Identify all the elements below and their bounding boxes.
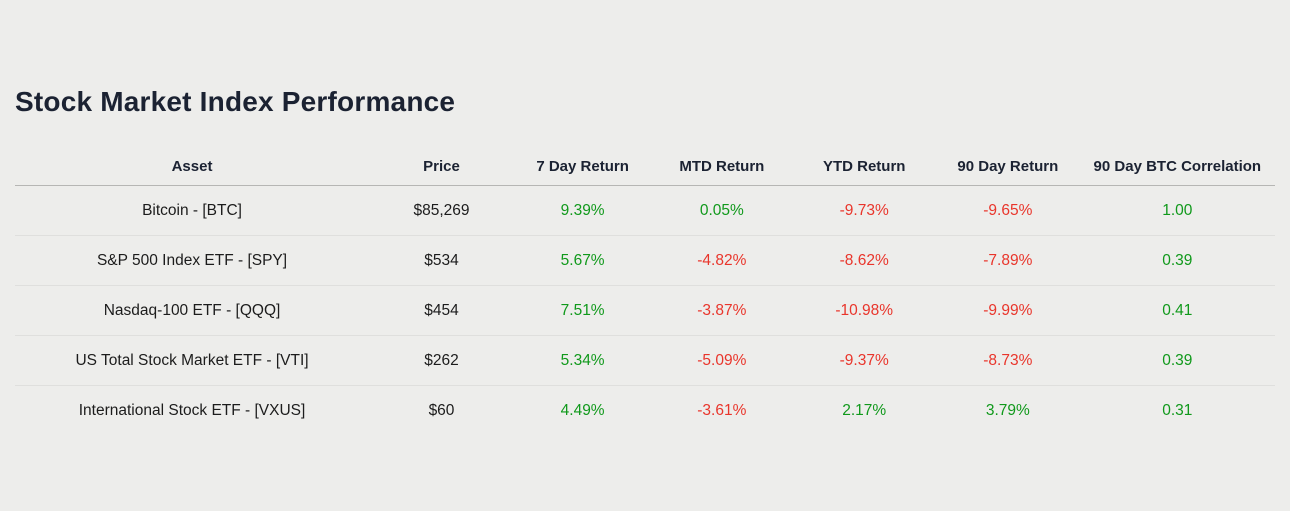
column-header-asset: Asset bbox=[15, 152, 370, 186]
price-cell: $60 bbox=[428, 401, 455, 419]
ninety-day-return-cell: -8.73% bbox=[936, 335, 1080, 386]
table-row: Bitcoin - [BTC] $85,269 9.39% 0.05% -9.7… bbox=[15, 185, 1275, 236]
mtd-return-cell: -3.87% bbox=[651, 285, 793, 336]
asset-cell: International Stock ETF - [VXUS] bbox=[78, 401, 306, 419]
seven-day-return-cell: 4.49% bbox=[560, 401, 605, 419]
btc-correlation-cell: 0.39 bbox=[1079, 335, 1275, 386]
asset-cell: Bitcoin - [BTC] bbox=[15, 185, 370, 236]
btc-correlation-cell: 1.00 bbox=[1079, 185, 1275, 236]
mtd-return-cell: -5.09% bbox=[651, 335, 793, 386]
btc-correlation-cell: 0.31 bbox=[1162, 401, 1193, 419]
ytd-return-cell: -9.37% bbox=[792, 335, 937, 386]
table-row: Nasdaq-100 ETF - [QQQ] $454 7.51% -3.87%… bbox=[15, 285, 1275, 336]
seven-day-return-cell: 7.51% bbox=[513, 285, 652, 336]
column-header-price: Price bbox=[369, 152, 514, 186]
ninety-day-return-cell: 3.79% bbox=[985, 401, 1030, 419]
price-cell: $454 bbox=[369, 285, 514, 336]
page-title: Stock Market Index Performance bbox=[15, 86, 456, 117]
column-header-90-day-return: 90 Day Return bbox=[936, 152, 1080, 186]
column-header-7-day-return: 7 Day Return bbox=[513, 152, 652, 186]
price-cell: $85,269 bbox=[369, 185, 514, 236]
column-header-mtd-return: MTD Return bbox=[651, 152, 793, 186]
table-row: International Stock ETF - [VXUS] $60 4.4… bbox=[15, 386, 1275, 436]
ytd-return-cell: -10.98% bbox=[792, 285, 937, 336]
ninety-day-return-cell: -7.89% bbox=[936, 235, 1080, 286]
btc-correlation-cell: 0.39 bbox=[1079, 235, 1275, 286]
price-cell: $534 bbox=[369, 235, 514, 286]
ninety-day-return-cell: -9.65% bbox=[936, 185, 1080, 236]
price-cell: $262 bbox=[369, 335, 514, 386]
ytd-return-cell: 2.17% bbox=[842, 401, 887, 419]
table-header-row: Asset Price 7 Day Return MTD Return YTD … bbox=[15, 152, 1275, 186]
table-row: S&P 500 Index ETF - [SPY] $534 5.67% -4.… bbox=[15, 235, 1275, 286]
mtd-return-cell: 0.05% bbox=[651, 185, 793, 236]
asset-cell: Nasdaq-100 ETF - [QQQ] bbox=[15, 285, 370, 336]
seven-day-return-cell: 5.34% bbox=[513, 335, 652, 386]
asset-cell: S&P 500 Index ETF - [SPY] bbox=[15, 235, 370, 286]
seven-day-return-cell: 9.39% bbox=[513, 185, 652, 236]
mtd-return-cell: -4.82% bbox=[651, 235, 793, 286]
column-header-90-day-btc-correlation: 90 Day BTC Correlation bbox=[1079, 152, 1275, 186]
ytd-return-cell: -9.73% bbox=[792, 185, 937, 236]
btc-correlation-cell: 0.41 bbox=[1079, 285, 1275, 336]
column-header-ytd-return: YTD Return bbox=[792, 152, 937, 186]
ytd-return-cell: -8.62% bbox=[792, 235, 937, 286]
ninety-day-return-cell: -9.99% bbox=[936, 285, 1080, 336]
asset-cell: US Total Stock Market ETF - [VTI] bbox=[15, 335, 370, 386]
seven-day-return-cell: 5.67% bbox=[513, 235, 652, 286]
performance-table: Asset Price 7 Day Return MTD Return YTD … bbox=[15, 152, 1275, 435]
table-row: US Total Stock Market ETF - [VTI] $262 5… bbox=[15, 335, 1275, 386]
mtd-return-cell: -3.61% bbox=[697, 401, 747, 419]
